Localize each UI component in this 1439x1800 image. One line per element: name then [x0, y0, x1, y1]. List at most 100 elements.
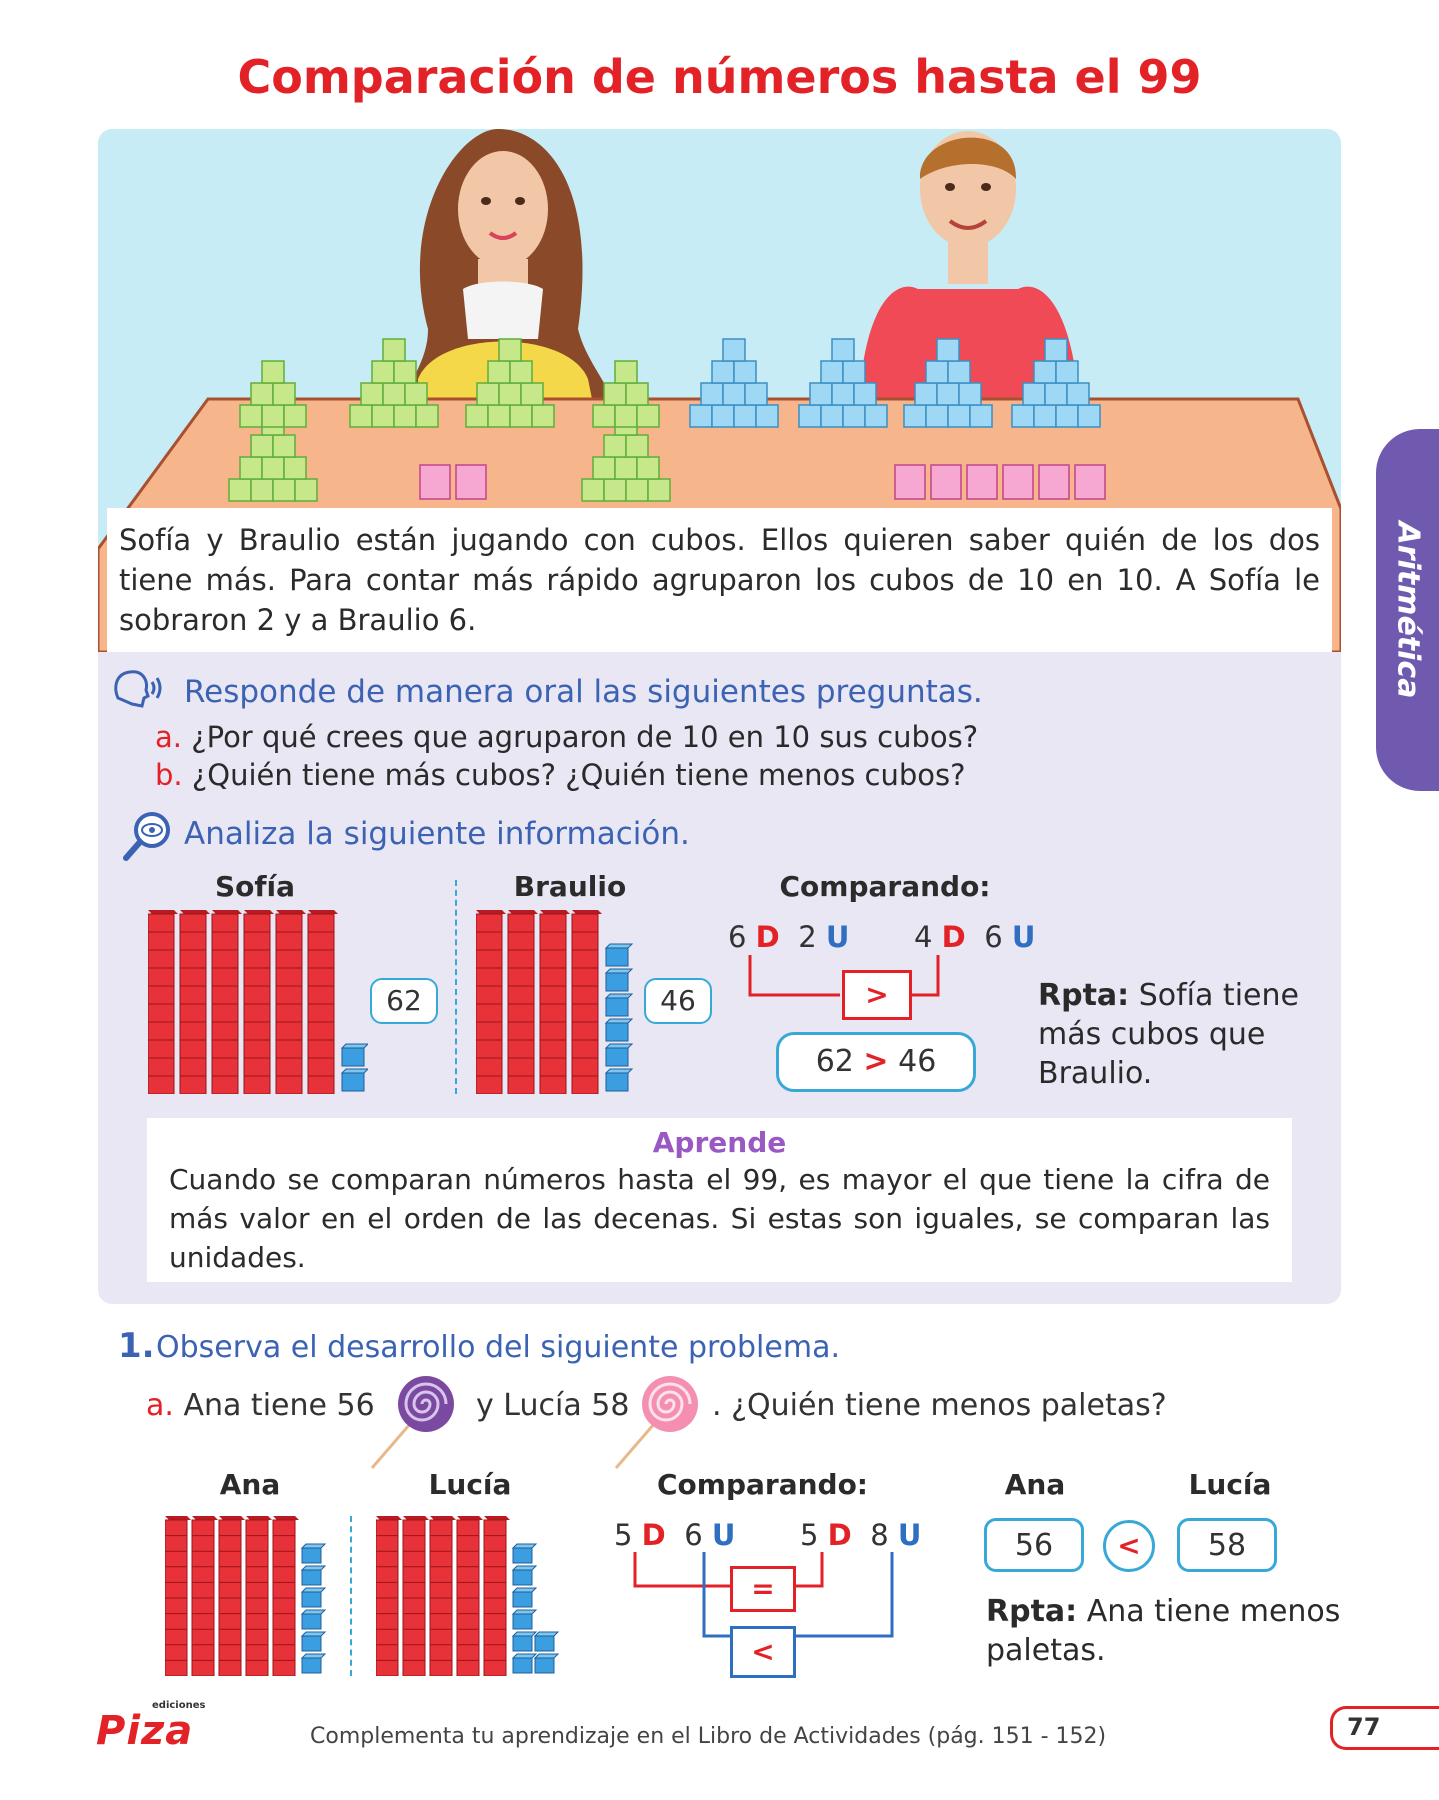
unit-cube: [511, 1653, 538, 1674]
ten-rod: [218, 1516, 245, 1677]
unit-cube: [340, 1043, 370, 1067]
unit-cube: [511, 1609, 538, 1630]
question-text: ¿Quién tiene más cubos? ¿Quién tiene men…: [191, 758, 966, 792]
unit-cube: [340, 1068, 370, 1092]
exercise-divider-line: [350, 1516, 354, 1676]
unit-cube: [604, 968, 634, 992]
analyze-heading: Analiza la siguiente información.: [184, 816, 690, 852]
sofia-place-values: 6 D 2 U: [728, 920, 850, 954]
oral-question-a: a. ¿Por qué crees que agruparon de 10 en…: [155, 720, 978, 754]
result-lucia-value: 58: [1177, 1518, 1277, 1572]
item-letter: a.: [146, 1388, 174, 1423]
ana-base-ten-blocks: [164, 1516, 335, 1677]
learn-box: Aprende Cuando se comparan números hasta…: [147, 1118, 1292, 1282]
ten-rod: [179, 910, 210, 1095]
unit-cube: [300, 1653, 327, 1674]
magnifier-eye-icon: [122, 810, 174, 862]
section-tab-label: Aritmética: [1390, 521, 1425, 699]
cube-stacks: [228, 338, 1106, 502]
ten-rod: [507, 910, 538, 1095]
sofia-base-ten-blocks: [147, 910, 370, 1095]
unit-cube: [300, 1631, 327, 1652]
ten-rod: [539, 910, 570, 1095]
base-ten-blocks-56: [164, 1516, 327, 1677]
tens-equal-sign: =: [730, 1566, 796, 1612]
ten-rod: [456, 1516, 483, 1677]
page-number: 77: [1330, 1706, 1439, 1750]
divider-line: [455, 880, 459, 1094]
footer-note: Complementa tu aprendizaje en el Libro d…: [310, 1724, 1107, 1749]
unit-cube: [604, 993, 634, 1017]
base-ten-blocks-58: [375, 1516, 560, 1677]
result-sign: <: [1103, 1520, 1155, 1572]
unit-cube: [511, 1565, 538, 1586]
braulio-label: Braulio: [513, 870, 627, 903]
oral-heading: Responde de manera oral las siguientes p…: [184, 674, 983, 710]
result-ana-label: Ana: [1004, 1468, 1066, 1501]
ten-rod: [483, 1516, 510, 1677]
unit-cube: [300, 1609, 327, 1630]
unit-cube: [604, 1068, 634, 1092]
piza-logo: ediciones Piza: [96, 1700, 206, 1754]
ten-rod: [147, 910, 178, 1095]
item-text-part3: . ¿Quién tiene menos paletas?: [712, 1388, 1167, 1423]
ten-rod: [475, 910, 506, 1095]
question-letter: b.: [155, 758, 183, 792]
ten-rod: [571, 910, 602, 1095]
ten-rod: [402, 1516, 429, 1677]
unit-cube: [604, 1043, 634, 1067]
unit-cube: [604, 943, 634, 967]
units-less-sign: <: [730, 1626, 796, 1678]
result-ana-value: 56: [984, 1518, 1084, 1572]
tens-comparison-sign: >: [842, 970, 912, 1020]
unit-cube: [300, 1565, 327, 1586]
braulio-place-values: 4 D 6 U: [914, 920, 1036, 954]
speaking-head-icon: [112, 668, 162, 712]
analyze-answer: Rpta: Sofía tiene más cubos que Braulio.: [1038, 978, 1299, 1091]
unit-cube: [300, 1543, 327, 1564]
ten-rod: [191, 1516, 218, 1677]
section-tab: Aritmética: [1376, 429, 1439, 791]
question-text: ¿Por qué crees que agruparon de 10 en 10…: [191, 720, 979, 754]
ten-rod: [164, 1516, 191, 1677]
item-text-part2: y Lucía 58: [476, 1388, 630, 1423]
braulio-base-ten-blocks: [475, 910, 636, 1095]
ana-place-values: 5 D 6 U: [614, 1518, 736, 1552]
exercise-item-a: a. Ana tiene 56: [146, 1388, 375, 1423]
ten-rod: [375, 1516, 402, 1677]
exercise-answer: Rpta: Ana tiene menos paletas.: [986, 1594, 1341, 1668]
unit-cube: [604, 1018, 634, 1042]
question-letter: a.: [155, 720, 182, 754]
lucia-place-values: 5 D 8 U: [800, 1518, 922, 1552]
ten-rod: [245, 1516, 272, 1677]
ten-rod: [211, 910, 242, 1095]
unit-cube: [533, 1631, 560, 1652]
exercise-connector-lines: [633, 1552, 894, 1638]
result-box: 62 > 46: [776, 1032, 976, 1092]
braulio-total: 46: [644, 978, 712, 1024]
lucia-label: Lucía: [428, 1468, 512, 1501]
base-ten-blocks-62: [147, 910, 370, 1095]
base-ten-blocks-46: [475, 910, 634, 1095]
purple-lollipop-icon: [370, 1374, 466, 1470]
ten-rod: [429, 1516, 456, 1677]
learn-body: Cuando se comparan números hasta el 99, …: [169, 1163, 1270, 1274]
exercise-comparing-label: Comparando:: [656, 1468, 868, 1501]
ten-rod: [272, 1516, 299, 1677]
tens-connector-lines: [748, 955, 940, 997]
unit-cube: [511, 1587, 538, 1608]
pink-lollipop-icon: [614, 1374, 710, 1470]
ten-rod: [243, 910, 274, 1095]
story-text: Sofía y Braulio están jugando con cubos.…: [107, 508, 1332, 652]
unit-cube: [533, 1653, 560, 1674]
lucia-base-ten-blocks: [375, 1516, 576, 1677]
ten-rod: [307, 910, 338, 1095]
result-lucia-label: Lucía: [1188, 1468, 1272, 1501]
unit-cube: [300, 1587, 327, 1608]
unit-cube: [511, 1543, 538, 1564]
learn-title: Aprende: [652, 1126, 787, 1159]
unit-cube: [511, 1631, 538, 1652]
ten-rod: [275, 910, 306, 1095]
sofia-total: 62: [370, 978, 438, 1024]
comparing-label: Comparando:: [779, 870, 991, 903]
